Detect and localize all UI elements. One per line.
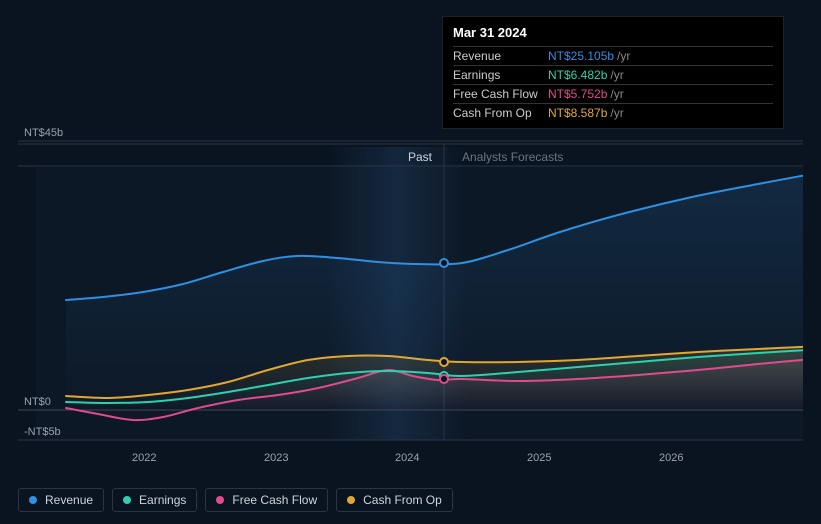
tooltip-metric-value: NT$6.482b — [548, 68, 607, 82]
x-axis-tick-label: 2024 — [395, 452, 419, 464]
forecast-label: Analysts Forecasts — [462, 150, 563, 164]
tooltip-metric-label: Revenue — [453, 49, 548, 63]
legend-label: Cash From Op — [363, 493, 442, 507]
legend-dot-icon — [123, 496, 131, 504]
tooltip-metric-label: Earnings — [453, 68, 548, 82]
x-axis-tick-label: 2025 — [527, 452, 551, 464]
legend-item-revenue[interactable]: Revenue — [18, 488, 104, 512]
tooltip-row: Free Cash FlowNT$5.752b/yr — [453, 84, 773, 103]
y-axis-tick-label: -NT$5b — [24, 426, 61, 438]
legend-label: Revenue — [45, 493, 93, 507]
x-axis-tick-label: 2022 — [132, 452, 156, 464]
tooltip-metric-label: Cash From Op — [453, 106, 548, 120]
legend-dot-icon — [29, 496, 37, 504]
tooltip-row: Cash From OpNT$8.587b/yr — [453, 103, 773, 122]
tooltip-metric-unit: /yr — [610, 87, 623, 101]
legend-label: Free Cash Flow — [232, 493, 317, 507]
y-axis-tick-label: NT$45b — [24, 127, 63, 139]
tooltip-metric-unit: /yr — [610, 106, 623, 120]
tooltip-metric-unit: /yr — [617, 49, 630, 63]
tooltip-metric-label: Free Cash Flow — [453, 87, 548, 101]
legend-label: Earnings — [139, 493, 186, 507]
legend-item-cash-from-op[interactable]: Cash From Op — [336, 488, 453, 512]
legend-item-earnings[interactable]: Earnings — [112, 488, 197, 512]
tooltip-date: Mar 31 2024 — [453, 23, 773, 46]
x-axis-tick-label: 2023 — [264, 452, 288, 464]
tooltip-row: EarningsNT$6.482b/yr — [453, 65, 773, 84]
legend-dot-icon — [347, 496, 355, 504]
tooltip-metric-value: NT$5.752b — [548, 87, 607, 101]
tooltip-metric-unit: /yr — [610, 68, 623, 82]
tooltip-row: RevenueNT$25.105b/yr — [453, 46, 773, 65]
chart-legend: Revenue Earnings Free Cash Flow Cash From O… — [18, 488, 453, 512]
past-label: Past — [408, 150, 432, 164]
tooltip-metric-value: NT$25.105b — [548, 49, 614, 63]
y-axis-tick-label: NT$0 — [24, 396, 51, 408]
divider-labels: Past Analysts Forecasts — [408, 150, 563, 164]
x-axis-tick-label: 2026 — [659, 452, 683, 464]
tooltip-metric-value: NT$8.587b — [548, 106, 607, 120]
legend-item-free-cash-flow[interactable]: Free Cash Flow — [205, 488, 328, 512]
hover-tooltip: Mar 31 2024 RevenueNT$25.105b/yrEarnings… — [442, 16, 784, 129]
legend-dot-icon — [216, 496, 224, 504]
